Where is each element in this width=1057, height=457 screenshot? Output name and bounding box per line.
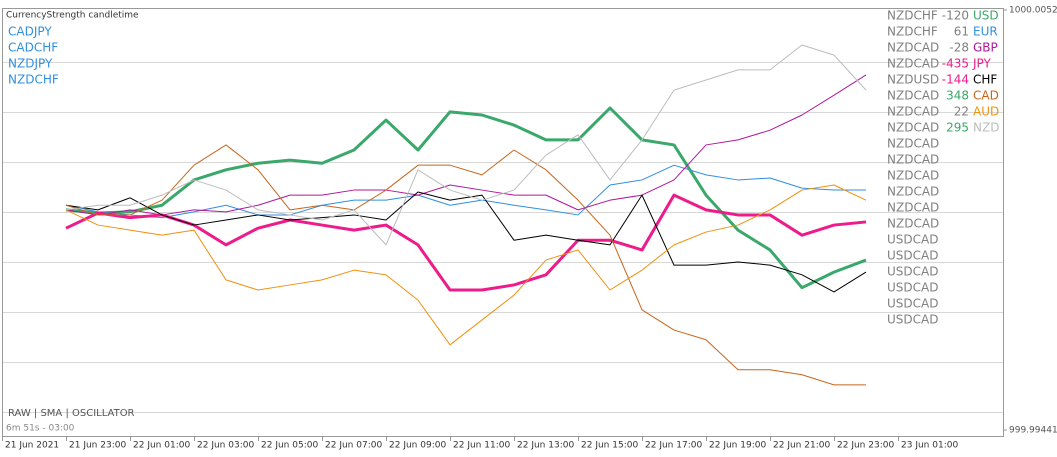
series-line bbox=[65, 74, 867, 216]
x-tick-label: 22 Jun 19:00 bbox=[709, 441, 766, 451]
pair-label[interactable]: NZDCHF bbox=[887, 25, 938, 39]
pair-button[interactable]: CADJPY bbox=[8, 25, 52, 39]
strength-value: -120 bbox=[942, 9, 969, 23]
pair-label[interactable]: USDCAD bbox=[887, 233, 938, 247]
chart-title: CurrencyStrength candletime bbox=[6, 11, 139, 21]
x-tick-label: 22 Jun 17:00 bbox=[645, 441, 702, 451]
pair-label[interactable]: NZDCAD bbox=[887, 153, 939, 167]
strength-value: -28 bbox=[949, 41, 969, 55]
mode-buttons[interactable]: RAW | SMA | OSCILLATOR bbox=[8, 408, 135, 419]
x-tick-label: 21 Jun 23:00 bbox=[69, 441, 126, 451]
pair-label[interactable]: NZDCAD bbox=[887, 217, 939, 231]
strength-value: -144 bbox=[942, 73, 969, 87]
pair-button[interactable]: NZDJPY bbox=[8, 57, 53, 71]
legend-label: CHF bbox=[973, 73, 997, 87]
pair-label[interactable]: USDCAD bbox=[887, 265, 938, 279]
pair-label[interactable]: NZDUSD bbox=[887, 73, 939, 87]
x-tick-label: 22 Jun 15:00 bbox=[581, 441, 638, 451]
series-line bbox=[65, 164, 866, 219]
pair-button[interactable]: NZDCHF bbox=[8, 73, 59, 87]
series-line bbox=[65, 193, 867, 292]
pair-label[interactable]: USDCAD bbox=[887, 249, 938, 263]
pair-label[interactable]: USDCAD bbox=[887, 313, 938, 327]
plot-frame bbox=[2, 8, 1004, 437]
x-tick-label: 23 Jun 01:00 bbox=[901, 441, 958, 451]
pair-button[interactable]: CADCHF bbox=[8, 41, 58, 55]
legend-label: CAD bbox=[973, 89, 999, 103]
pair-label[interactable]: NZDCAD bbox=[887, 41, 939, 55]
x-tick-label: 22 Jun 01:00 bbox=[133, 441, 190, 451]
x-tick-label: 22 Jun 13:00 bbox=[517, 441, 574, 451]
series-line bbox=[65, 44, 867, 246]
x-tick-label: 22 Jun 11:00 bbox=[453, 441, 510, 451]
strength-value: 22 bbox=[954, 105, 969, 119]
x-tick-label: 21 Jun 2021 bbox=[5, 441, 59, 451]
legend-label: NZD bbox=[973, 121, 999, 135]
x-tick-label: 22 Jun 07:00 bbox=[325, 441, 382, 451]
strength-value: 348 bbox=[946, 89, 969, 103]
pair-label[interactable]: NZDCAD bbox=[887, 57, 939, 71]
pair-label[interactable]: NZDCAD bbox=[887, 169, 939, 183]
pair-label[interactable]: NZDCAD bbox=[887, 137, 939, 151]
series-line bbox=[65, 191, 867, 293]
series-line bbox=[65, 184, 867, 346]
x-tick-label: 22 Jun 09:00 bbox=[389, 441, 446, 451]
pair-label[interactable]: NZDCHF bbox=[887, 9, 938, 23]
legend-label: EUR bbox=[973, 25, 998, 39]
series-line bbox=[65, 106, 867, 290]
pair-label[interactable]: NZDCAD bbox=[887, 121, 939, 135]
pair-label[interactable]: NZDCAD bbox=[887, 201, 939, 215]
pair-label[interactable]: NZDCAD bbox=[887, 185, 939, 199]
legend-label: GBP bbox=[973, 41, 998, 55]
grid bbox=[3, 62, 1003, 413]
pair-label[interactable]: NZDCAD bbox=[887, 89, 939, 103]
series-line bbox=[65, 144, 866, 386]
legend-label: JPY bbox=[972, 57, 992, 71]
timer: 6m 51s - 03:00 bbox=[6, 424, 75, 434]
strength-value: 61 bbox=[954, 25, 969, 39]
legend-label: USD bbox=[973, 9, 999, 23]
pair-label[interactable]: NZDCAD bbox=[887, 105, 939, 119]
x-tick-label: 22 Jun 03:00 bbox=[197, 441, 254, 451]
x-tick-label: 22 Jun 05:00 bbox=[261, 441, 318, 451]
x-tick-label: 22 Jun 23:00 bbox=[837, 441, 894, 451]
pair-label[interactable]: USDCAD bbox=[887, 281, 938, 295]
strength-value: 295 bbox=[946, 121, 969, 135]
x-tick-label: 22 Jun 21:00 bbox=[773, 441, 830, 451]
y-tick-label: 999.99441 bbox=[1009, 426, 1057, 436]
legend-label: AUD bbox=[973, 105, 999, 119]
strength-value: -435 bbox=[942, 57, 969, 71]
y-tick-label: 1000.00521 bbox=[1009, 6, 1057, 16]
pair-label[interactable]: USDCAD bbox=[887, 297, 938, 311]
